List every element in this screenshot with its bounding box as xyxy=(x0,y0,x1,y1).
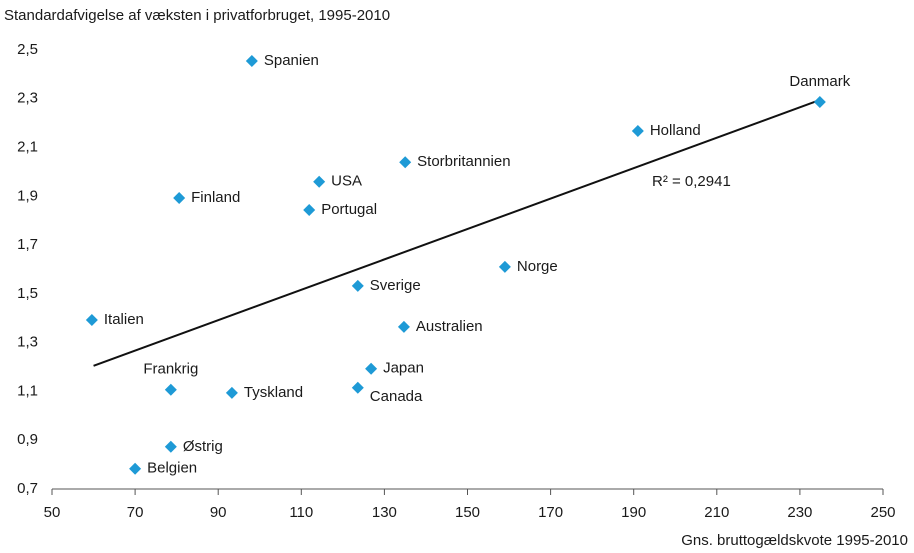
x-tick-label: 250 xyxy=(870,504,895,521)
y-tick-label: 0,9 xyxy=(17,431,38,448)
x-tick-label: 150 xyxy=(455,504,480,521)
point xyxy=(813,95,826,108)
point-label: Storbritannien xyxy=(417,153,510,170)
x-tick-label: 110 xyxy=(289,504,313,521)
point xyxy=(351,381,364,394)
y-tick-label: 1,9 xyxy=(17,187,38,204)
y-tick-label: 2,3 xyxy=(17,90,38,107)
x-tick-label: 50 xyxy=(44,504,61,521)
y-axis-label: Standardafvigelse af væksten i privatfor… xyxy=(4,7,390,24)
y-tick-label: 2,5 xyxy=(17,41,38,58)
x-tick-label: 70 xyxy=(127,504,144,521)
point-label: Canada xyxy=(370,388,423,405)
point-label: Frankrig xyxy=(143,361,198,378)
y-tick-label: 1,5 xyxy=(17,285,38,302)
point xyxy=(397,320,410,333)
point-label: Australien xyxy=(416,318,483,335)
point xyxy=(164,383,177,396)
point-label: Østrig xyxy=(183,438,223,455)
point-label: Italien xyxy=(104,311,144,328)
annotation: R² = 0,2941 xyxy=(652,173,731,190)
point xyxy=(245,54,258,67)
point xyxy=(351,279,364,292)
point xyxy=(85,313,98,326)
point-label: Holland xyxy=(650,122,701,139)
x-tick-label: 90 xyxy=(210,504,227,521)
x-tick-label: 130 xyxy=(372,504,397,521)
point xyxy=(303,203,316,216)
trendline xyxy=(93,100,817,367)
y-tick-label: 1,3 xyxy=(17,334,38,351)
point-label: Spanien xyxy=(264,52,319,69)
point xyxy=(498,260,511,273)
point-label: Tyskland xyxy=(244,384,303,401)
point-label: Japan xyxy=(383,360,424,377)
point-label: Danmark xyxy=(789,73,850,90)
x-tick-label: 230 xyxy=(787,504,812,521)
point xyxy=(173,192,186,205)
point xyxy=(129,462,142,475)
point xyxy=(399,156,412,169)
point-label: Portugal xyxy=(321,201,377,218)
y-tick-label: 0,7 xyxy=(17,480,38,497)
point xyxy=(164,440,177,453)
point xyxy=(631,124,644,137)
point xyxy=(313,175,326,188)
x-axis-label: Gns. bruttogældskvote 1995-2010 xyxy=(681,532,908,549)
y-tick-label: 2,1 xyxy=(17,139,38,156)
x-tick-label: 170 xyxy=(538,504,563,521)
y-tick-label: 1,1 xyxy=(17,382,38,399)
point xyxy=(365,362,378,375)
y-tick-label: 1,7 xyxy=(17,236,38,253)
x-tick-label: 190 xyxy=(621,504,646,521)
point-label: USA xyxy=(331,173,362,190)
point-label: Belgien xyxy=(147,460,197,477)
point xyxy=(225,386,238,399)
x-tick-label: 210 xyxy=(704,504,729,521)
point-label: Norge xyxy=(517,258,558,275)
point-label: Sverige xyxy=(370,277,421,294)
point-label: Finland xyxy=(191,189,240,206)
